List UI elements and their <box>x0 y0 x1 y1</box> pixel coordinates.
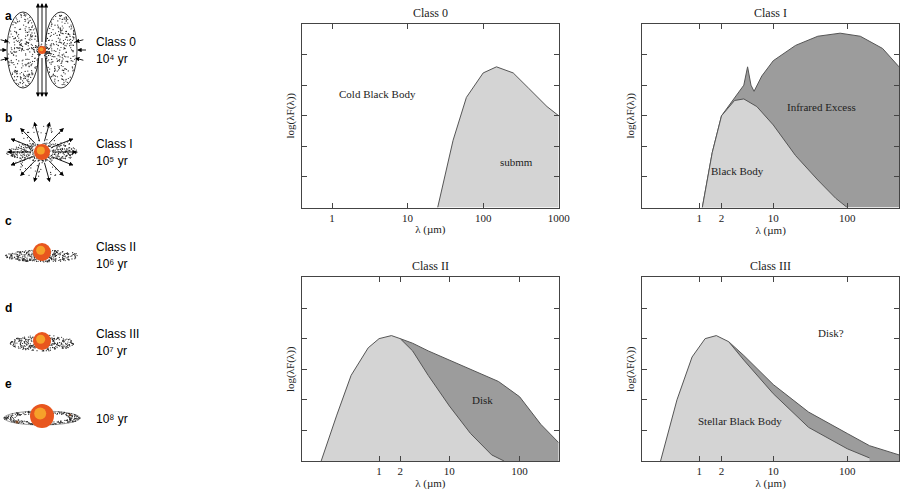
svg-text:Disk: Disk <box>472 394 493 406</box>
svg-text:10⁶ yr: 10⁶ yr <box>96 257 128 271</box>
svg-text:c: c <box>5 214 12 228</box>
svg-text:e: e <box>5 377 12 391</box>
svg-text:λ (µm): λ (µm) <box>415 223 446 236</box>
svg-text:a: a <box>5 9 12 23</box>
svg-text:Class 0: Class 0 <box>96 35 136 49</box>
svg-text:10: 10 <box>402 212 414 224</box>
svg-text:Class 0: Class 0 <box>413 6 448 20</box>
svg-text:log(λF(λ)): log(λF(λ)) <box>284 346 297 392</box>
svg-text:100: 100 <box>839 465 856 477</box>
svg-text:10: 10 <box>444 465 456 477</box>
svg-text:1: 1 <box>697 212 703 224</box>
svg-text:Disk?: Disk? <box>818 327 844 339</box>
svg-text:λ (µm): λ (µm) <box>755 224 786 237</box>
svg-text:10: 10 <box>768 465 780 477</box>
svg-text:d: d <box>5 301 12 315</box>
svg-text:100: 100 <box>475 212 492 224</box>
svg-text:λ (µm): λ (µm) <box>755 477 786 490</box>
svg-text:Class III: Class III <box>750 259 791 273</box>
svg-text:10: 10 <box>768 212 780 224</box>
svg-text:Stellar Black Body: Stellar Black Body <box>698 415 782 427</box>
svg-text:Class II: Class II <box>96 240 136 254</box>
svg-text:2: 2 <box>397 465 403 477</box>
svg-text:Infrared Excess: Infrared Excess <box>787 101 856 113</box>
svg-text:100: 100 <box>511 465 528 477</box>
svg-text:2: 2 <box>719 465 725 477</box>
svg-text:10⁷ yr: 10⁷ yr <box>96 344 127 358</box>
svg-text:10⁴ yr: 10⁴ yr <box>96 52 128 66</box>
svg-text:b: b <box>5 111 12 125</box>
svg-text:1: 1 <box>376 465 382 477</box>
svg-text:log(λF(λ)): log(λF(λ)) <box>284 93 297 139</box>
svg-text:Black Body: Black Body <box>711 165 764 177</box>
svg-text:Cold Black Body: Cold Black Body <box>339 88 416 100</box>
svg-text:log(λF(λ)): log(λF(λ)) <box>624 346 637 392</box>
svg-text:100: 100 <box>839 212 856 224</box>
svg-text:Class III: Class III <box>96 327 139 341</box>
svg-text:Class I: Class I <box>96 137 133 151</box>
svg-text:1: 1 <box>697 465 703 477</box>
svg-text:10⁵ yr: 10⁵ yr <box>96 154 128 168</box>
svg-text:submm: submm <box>500 156 533 168</box>
svg-text:10⁸ yr: 10⁸ yr <box>96 412 128 426</box>
svg-text:2: 2 <box>719 212 725 224</box>
svg-text:λ (µm): λ (µm) <box>415 477 446 490</box>
svg-text:Class I: Class I <box>754 6 787 20</box>
svg-text:log(λF(λ)): log(λF(λ)) <box>624 93 637 139</box>
svg-text:Class II: Class II <box>412 259 449 273</box>
svg-text:1: 1 <box>329 212 335 224</box>
svg-text:1000: 1000 <box>548 212 571 224</box>
